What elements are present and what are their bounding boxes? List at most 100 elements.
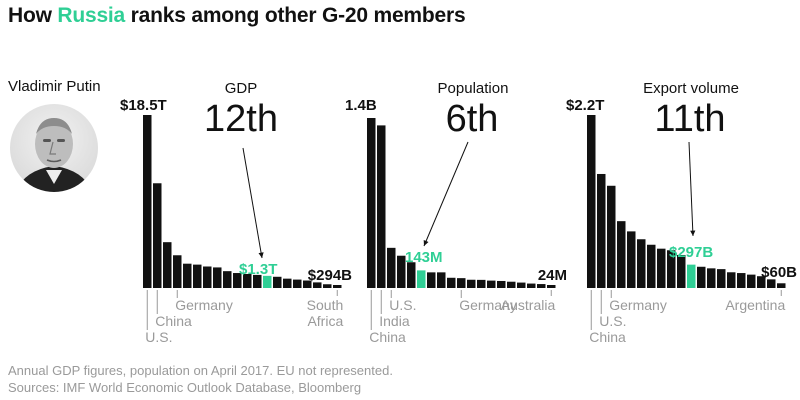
bar xyxy=(487,280,496,288)
bar xyxy=(213,267,222,288)
title-prefix: How xyxy=(8,4,58,27)
top-value-label: $2.2T xyxy=(566,97,604,114)
axis-label: U.S. xyxy=(145,329,172,345)
rank-label: 11th xyxy=(654,98,725,140)
bar xyxy=(303,280,312,288)
rank-label: 6th xyxy=(446,98,499,140)
bar xyxy=(243,273,252,288)
bar xyxy=(527,283,536,288)
chart-title: GDP xyxy=(225,80,258,97)
portrait-image xyxy=(10,104,98,192)
bar xyxy=(737,273,746,288)
bar xyxy=(777,283,786,288)
bar xyxy=(313,282,322,288)
axis-label: India xyxy=(379,313,410,329)
chart-title: Export volume xyxy=(643,80,739,97)
chart-title: Population xyxy=(438,80,509,97)
bar-highlight xyxy=(417,270,426,288)
highlight-value-label: $297B xyxy=(669,244,713,261)
bar xyxy=(437,272,446,288)
bar xyxy=(537,284,546,288)
bar xyxy=(407,262,416,288)
last-value-label: $294B xyxy=(308,267,352,284)
bar xyxy=(637,239,646,288)
bar xyxy=(707,268,716,288)
highlight-value-label: 143M xyxy=(405,249,443,266)
bar xyxy=(377,125,386,289)
highlight-value-label: $1.3T xyxy=(239,261,277,278)
bar xyxy=(323,284,332,288)
bar xyxy=(173,255,182,288)
bar xyxy=(547,285,556,288)
bar xyxy=(253,274,262,288)
bar xyxy=(647,244,656,288)
bar xyxy=(497,280,506,288)
annotation-arrow-head xyxy=(258,252,264,258)
annotation-arrow-line xyxy=(423,141,469,247)
axis-label: South xyxy=(307,297,344,313)
bar xyxy=(273,276,282,288)
bar xyxy=(293,279,302,288)
bar xyxy=(283,278,292,288)
bar xyxy=(717,269,726,288)
axis-label: Germany xyxy=(175,297,233,313)
axis-label: China xyxy=(369,329,406,345)
bar xyxy=(153,183,162,288)
annotation-arrow-head xyxy=(690,230,696,236)
bar xyxy=(667,250,676,288)
axis-label: Argentina xyxy=(725,297,785,313)
bar xyxy=(203,266,212,288)
bar xyxy=(477,279,486,288)
bar xyxy=(587,115,596,288)
bar xyxy=(233,273,242,288)
bar xyxy=(747,274,756,288)
bar-highlight xyxy=(687,264,696,288)
bar xyxy=(607,185,616,288)
bar xyxy=(677,254,686,288)
axis-label: Germany xyxy=(609,297,667,313)
bar xyxy=(467,279,476,288)
axis-label: China xyxy=(589,329,626,345)
bar xyxy=(163,242,172,288)
footnote-note: Annual GDP figures, population on April … xyxy=(8,363,393,378)
bar xyxy=(457,278,466,288)
bar xyxy=(617,221,626,288)
bar xyxy=(757,276,766,288)
bar xyxy=(447,277,456,288)
axis-label: Germany xyxy=(459,297,517,313)
bar xyxy=(397,255,406,288)
bar xyxy=(507,281,516,288)
title-suffix: ranks among other G-20 members xyxy=(125,4,466,27)
top-value-label: $18.5T xyxy=(120,97,167,114)
top-value-label: 1.4B xyxy=(345,97,377,114)
bar xyxy=(427,272,436,288)
annotation-arrow-line xyxy=(688,141,694,237)
chart-title: How Russia ranks among other G-20 member… xyxy=(8,4,466,28)
bar xyxy=(597,173,606,288)
rank-label: 12th xyxy=(204,98,278,140)
axis-label: Africa xyxy=(307,313,343,329)
axis-label: U.S. xyxy=(389,297,416,313)
annotation-arrow-head xyxy=(423,240,429,246)
footnote: Annual GDP figures, population on April … xyxy=(8,362,393,396)
annotation-arrow-line xyxy=(242,147,263,259)
bar xyxy=(367,118,376,288)
bar xyxy=(387,247,396,288)
bar xyxy=(143,115,152,288)
bar-highlight xyxy=(263,275,272,288)
bar xyxy=(697,266,706,288)
title-highlight: Russia xyxy=(57,4,126,27)
bar xyxy=(657,248,666,288)
bar xyxy=(517,282,526,288)
bar xyxy=(223,271,232,288)
bar xyxy=(193,264,202,288)
last-value-label: 24M xyxy=(538,267,567,284)
person-name: Vladimir Putin xyxy=(8,78,101,95)
last-value-label: $60B xyxy=(761,264,797,281)
bar xyxy=(767,279,776,288)
axis-label: U.S. xyxy=(599,313,626,329)
